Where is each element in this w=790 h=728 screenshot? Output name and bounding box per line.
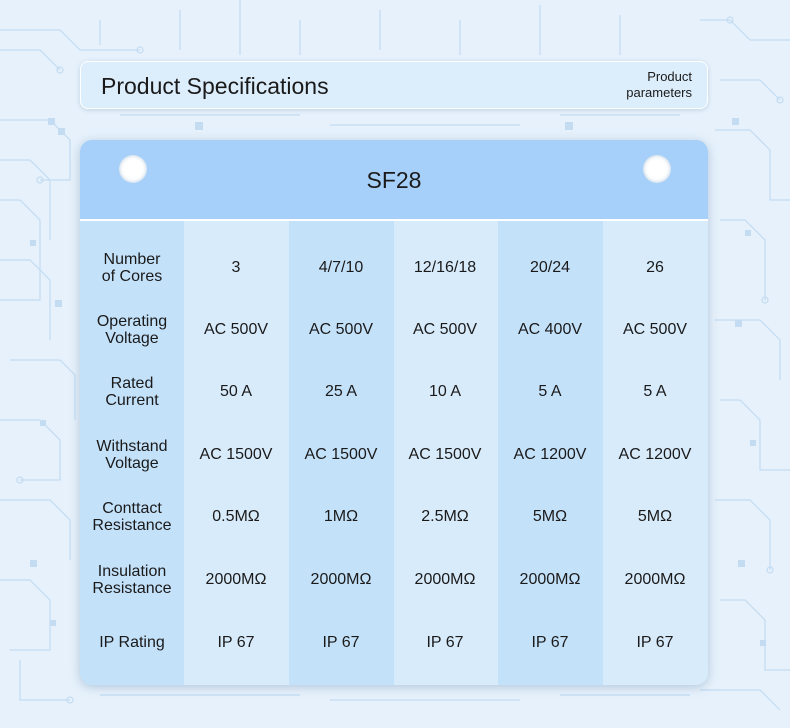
row-label: Withstand Voltage bbox=[80, 438, 186, 472]
table-cell: IP 67 bbox=[217, 634, 255, 651]
row-label: Rated Current bbox=[80, 375, 186, 409]
table-cell: IP 67 bbox=[426, 634, 464, 651]
row-label: Conttact Resistance bbox=[80, 500, 186, 534]
table-cell: 5 A bbox=[538, 383, 562, 400]
table-cell: IP 67 bbox=[531, 634, 569, 651]
table-cell: 2000MΩ bbox=[310, 571, 372, 588]
table-cell: 26 bbox=[646, 259, 664, 276]
table-cell: AC 500V bbox=[308, 321, 374, 338]
table-cell: AC 500V bbox=[203, 321, 269, 338]
table-cell: AC 1200V bbox=[618, 446, 692, 463]
table-cell: 2.5MΩ bbox=[421, 508, 469, 525]
table-cell: 5MΩ bbox=[532, 508, 568, 525]
label-column-band bbox=[80, 221, 184, 685]
row-label-line1: IP Rating bbox=[99, 634, 165, 651]
table-cell: IP 67 bbox=[322, 634, 360, 651]
table-cell: 12/16/18 bbox=[413, 259, 477, 276]
hole-decoration-left bbox=[119, 155, 147, 183]
row-label-line2: Voltage bbox=[105, 330, 159, 347]
table-cell: AC 1500V bbox=[199, 446, 273, 463]
page-title: Product Specifications bbox=[101, 73, 329, 99]
table-cell: 5MΩ bbox=[637, 508, 673, 525]
table-cell: AC 1200V bbox=[513, 446, 587, 463]
table-cell: 2000MΩ bbox=[624, 571, 686, 588]
row-label: Insulation Resistance bbox=[80, 563, 186, 597]
row-label: IP Rating bbox=[80, 634, 186, 651]
table-cell: 3 bbox=[231, 259, 241, 276]
table-cell: 5 A bbox=[643, 383, 667, 400]
table-cell: 25 A bbox=[324, 383, 358, 400]
table-cell: AC 500V bbox=[622, 321, 688, 338]
table-cell: 50 A bbox=[219, 383, 253, 400]
table-cell: 0.5MΩ bbox=[212, 508, 260, 525]
spec-table-card: SF28 Number of Cores 3 4/7/10 12/16/18 20/24 2… bbox=[80, 140, 708, 685]
row-label-line1: Operating bbox=[96, 313, 168, 330]
table-cell: AC 500V bbox=[412, 321, 478, 338]
row-label-line2: Voltage bbox=[105, 455, 159, 472]
column-band-4 bbox=[498, 221, 603, 685]
table-cell: 1MΩ bbox=[323, 508, 359, 525]
row-label-line2: Resistance bbox=[92, 517, 172, 534]
row-label-line2: Current bbox=[105, 392, 159, 409]
row-label-line1: Withstand bbox=[96, 438, 168, 455]
table-cell: IP 67 bbox=[636, 634, 674, 651]
row-label-line1: Rated bbox=[110, 375, 154, 392]
table-cell: 4/7/10 bbox=[318, 259, 364, 276]
row-label: Number of Cores bbox=[80, 251, 186, 285]
table-cell: 2000MΩ bbox=[519, 571, 581, 588]
table-cell: 2000MΩ bbox=[205, 571, 267, 588]
header-subtitle: Product parameters bbox=[582, 69, 692, 101]
table-header: SF28 bbox=[80, 140, 708, 221]
table-cell: 2000MΩ bbox=[414, 571, 476, 588]
header-subtitle-line2: parameters bbox=[626, 85, 692, 100]
row-label-line1: Conttact bbox=[102, 500, 162, 517]
table-cell: 10 A bbox=[428, 383, 462, 400]
row-label-line1: Number bbox=[103, 251, 161, 268]
row-label: Operating Voltage bbox=[80, 313, 186, 347]
row-label-line2: of Cores bbox=[101, 268, 163, 285]
model-title: SF28 bbox=[366, 167, 422, 193]
table-cell: 20/24 bbox=[529, 259, 571, 276]
header-subtitle-line1: Product bbox=[647, 69, 692, 84]
hole-decoration-right bbox=[643, 155, 671, 183]
table-cell: AC 1500V bbox=[408, 446, 482, 463]
column-band-2 bbox=[289, 221, 394, 685]
row-label-line2: Resistance bbox=[92, 580, 172, 597]
table-cell: AC 400V bbox=[517, 321, 583, 338]
row-label-line1: Insulation bbox=[97, 563, 167, 580]
header-bar: Product Specifications Product parameter… bbox=[80, 61, 708, 109]
table-cell: AC 1500V bbox=[304, 446, 378, 463]
